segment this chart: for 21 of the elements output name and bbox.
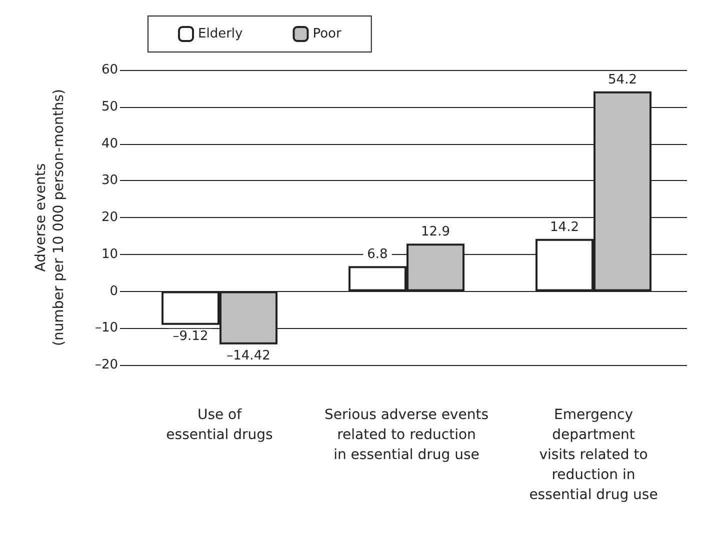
y-tick-label: –10 [94, 320, 118, 336]
legend-label: Poor [312, 26, 342, 42]
data-label: 14.2 [550, 220, 579, 235]
legend-label: Elderly [198, 26, 244, 42]
data-label: –9.12 [172, 328, 208, 344]
data-label: –14.42 [226, 348, 270, 364]
data-label: 12.9 [421, 224, 450, 240]
data-label: 6.8 [367, 247, 388, 262]
y-axis-title: Adverse events (number per 10 000 person-months) [33, 89, 67, 346]
y-tick-label: 20 [101, 210, 118, 225]
data-label: 54.2 [608, 72, 637, 88]
y-tick-label: 40 [101, 136, 118, 152]
y-tick-label: 0 [110, 284, 118, 299]
x-tick-label: Serious adverse events related to reduction in essential drug use [324, 407, 488, 463]
y-tick-label: –20 [94, 358, 118, 372]
x-tick-label: Emergency department visits related to reduction in essential drug use [529, 407, 658, 503]
x-tick-label: Use of essential drugs [166, 407, 273, 443]
y-tick-label: 50 [101, 99, 118, 114]
y-tick-label: 30 [101, 173, 118, 188]
y-tick-label: 10 [101, 246, 118, 262]
y-tick-label: 60 [101, 62, 118, 78]
